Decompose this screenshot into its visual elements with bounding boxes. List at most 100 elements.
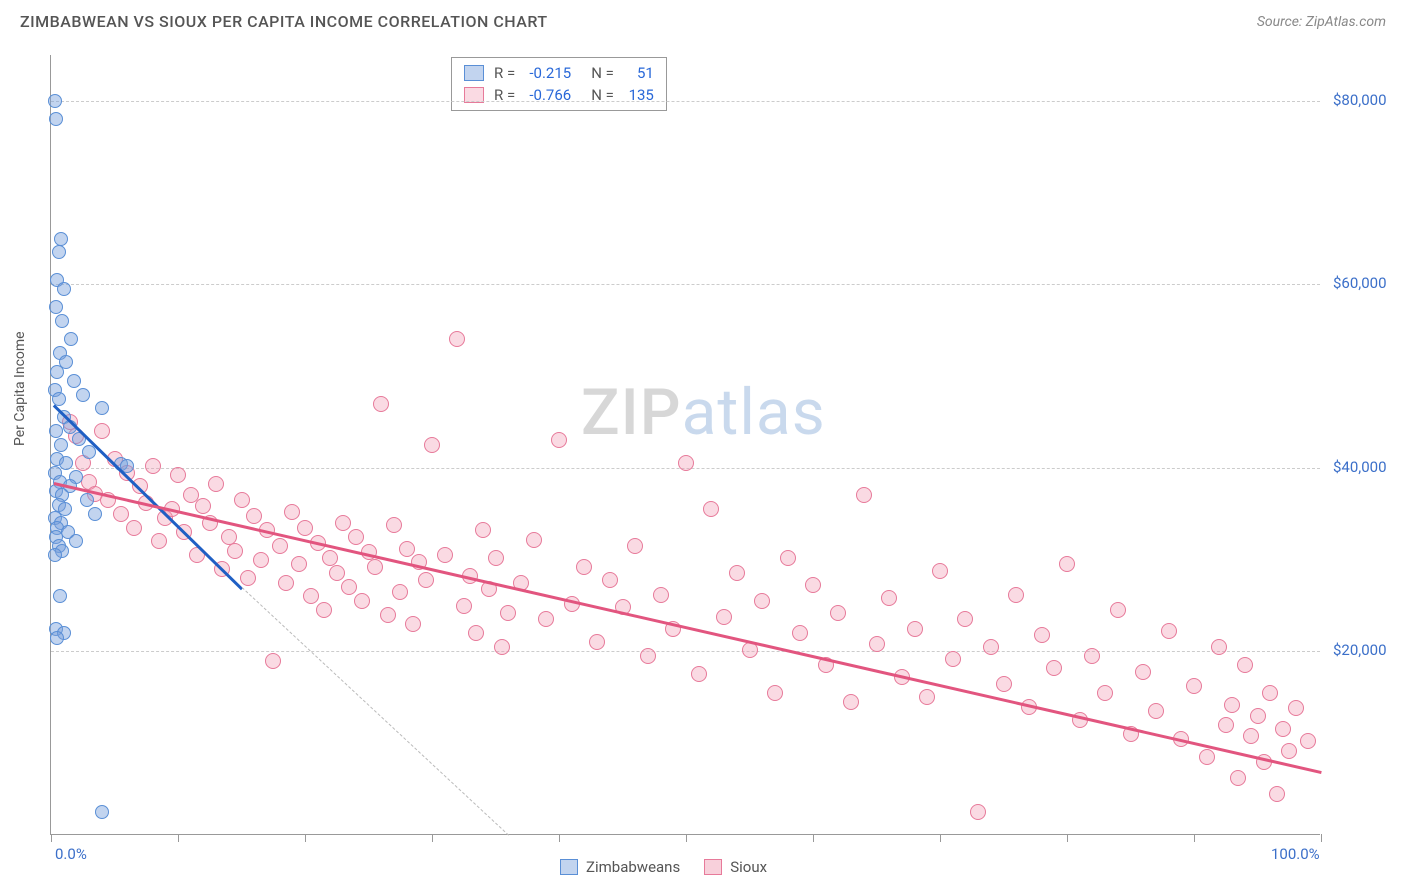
legend-item: Zimbabweans xyxy=(560,858,680,876)
data-point xyxy=(48,548,62,562)
data-point xyxy=(703,501,719,517)
x-tick xyxy=(940,834,941,842)
data-point xyxy=(55,314,69,328)
data-point xyxy=(170,467,186,483)
data-point xyxy=(80,493,94,507)
data-point xyxy=(59,456,73,470)
data-point xyxy=(348,529,364,545)
data-point xyxy=(64,332,78,346)
y-tick-label: $60,000 xyxy=(1333,274,1387,292)
x-tick xyxy=(686,834,687,842)
data-point xyxy=(1230,770,1246,786)
data-point xyxy=(57,282,71,296)
x-tick xyxy=(813,834,814,842)
data-point xyxy=(151,533,167,549)
data-point xyxy=(551,432,567,448)
data-point xyxy=(1224,697,1240,713)
data-point xyxy=(53,589,67,603)
y-tick-label: $80,000 xyxy=(1333,91,1387,109)
legend-label: Zimbabweans xyxy=(586,858,680,876)
watermark: ZIPatlas xyxy=(581,375,826,450)
data-point xyxy=(322,550,338,566)
data-point xyxy=(1243,728,1259,744)
data-point xyxy=(856,487,872,503)
data-point xyxy=(468,625,484,641)
y-tick-label: $20,000 xyxy=(1333,641,1387,659)
data-point xyxy=(1034,627,1050,643)
data-point xyxy=(576,559,592,575)
x-tick xyxy=(1194,834,1195,842)
data-point xyxy=(1211,639,1227,655)
data-point xyxy=(716,609,732,625)
data-point xyxy=(329,565,345,581)
data-point xyxy=(640,648,656,664)
legend-item: Sioux xyxy=(704,858,767,876)
x-tick xyxy=(1067,834,1068,842)
data-point xyxy=(1288,700,1304,716)
data-point xyxy=(1135,664,1151,680)
data-point xyxy=(54,232,68,246)
data-point xyxy=(246,508,262,524)
data-point xyxy=(76,388,90,402)
data-point xyxy=(418,572,434,588)
data-point xyxy=(354,593,370,609)
chart-title: ZIMBABWEAN VS SIOUX PER CAPITA INCOME CO… xyxy=(20,12,548,31)
data-point xyxy=(424,437,440,453)
data-point xyxy=(1218,717,1234,733)
data-point xyxy=(297,520,313,536)
data-point xyxy=(392,584,408,600)
data-point xyxy=(843,694,859,710)
data-point xyxy=(983,639,999,655)
data-point xyxy=(367,559,383,575)
data-point xyxy=(145,458,161,474)
data-point xyxy=(1110,602,1126,618)
data-point xyxy=(380,607,396,623)
data-point xyxy=(1237,657,1253,673)
data-point xyxy=(208,476,224,492)
data-point xyxy=(240,570,256,586)
data-point xyxy=(780,550,796,566)
data-point xyxy=(456,598,472,614)
data-point xyxy=(907,621,923,637)
series-swatch xyxy=(464,65,484,81)
data-point xyxy=(449,331,465,347)
y-axis-label: Per Capita Income xyxy=(12,331,28,446)
data-point xyxy=(316,602,332,618)
data-point xyxy=(405,616,421,632)
x-tick xyxy=(432,834,433,842)
data-point xyxy=(1199,749,1215,765)
data-point xyxy=(278,575,294,591)
data-point xyxy=(830,605,846,621)
data-point xyxy=(49,424,63,438)
data-point xyxy=(494,639,510,655)
data-point xyxy=(488,550,504,566)
data-point xyxy=(653,587,669,603)
data-point xyxy=(1097,685,1113,701)
data-point xyxy=(1084,648,1100,664)
legend-swatch xyxy=(704,859,722,875)
data-point xyxy=(195,498,211,514)
data-point xyxy=(126,520,142,536)
data-point xyxy=(805,577,821,593)
data-point xyxy=(94,423,110,439)
data-point xyxy=(970,804,986,820)
data-point xyxy=(373,396,389,412)
data-point xyxy=(1186,678,1202,694)
data-point xyxy=(1046,660,1062,676)
data-point xyxy=(67,374,81,388)
trend-line xyxy=(241,587,508,835)
legend-label: Sioux xyxy=(730,858,767,876)
x-tick xyxy=(178,834,179,842)
data-point xyxy=(1300,733,1316,749)
data-point xyxy=(48,94,62,108)
scatter-chart: ZIPatlas R =-0.215N =51R =-0.766N =135 $… xyxy=(50,55,1320,835)
data-point xyxy=(88,507,102,521)
x-tick xyxy=(51,834,52,842)
data-point xyxy=(538,611,554,627)
data-point xyxy=(227,543,243,559)
data-point xyxy=(919,689,935,705)
data-point xyxy=(95,805,109,819)
data-point xyxy=(996,676,1012,692)
data-point xyxy=(957,611,973,627)
data-point xyxy=(265,653,281,669)
